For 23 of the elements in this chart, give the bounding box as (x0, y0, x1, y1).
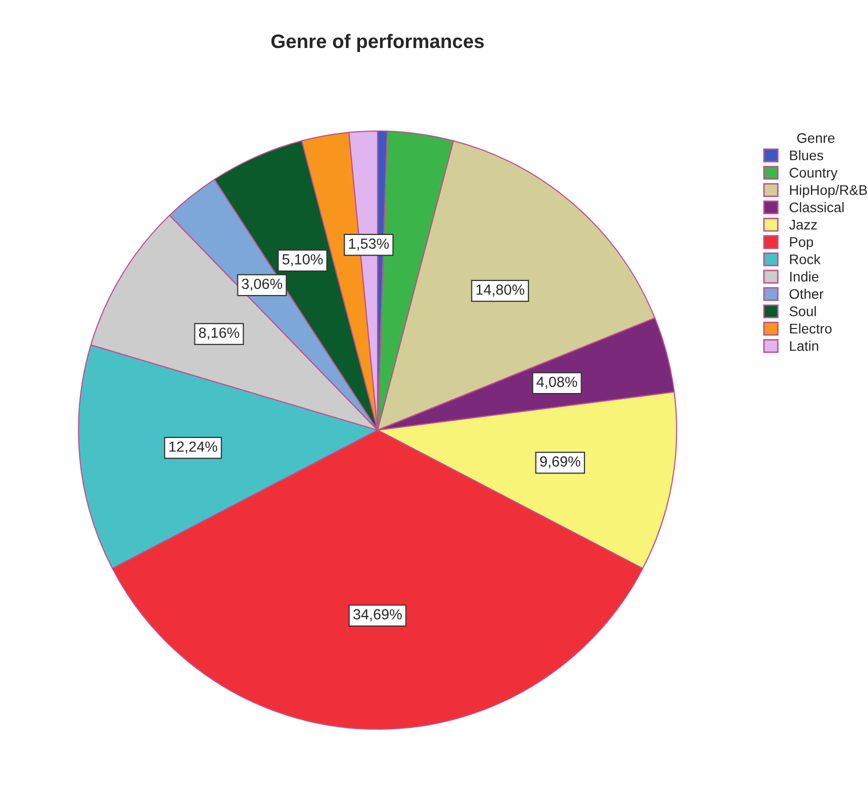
legend-label: Country (790, 168, 838, 180)
legend-label: Other (790, 288, 824, 299)
data-label: 9,69% (540, 456, 580, 468)
legend-label: Pop (790, 237, 814, 250)
legend-label: Soul (790, 306, 816, 316)
chart-title: Genre of performances (271, 34, 484, 52)
legend-label: Latin (790, 340, 818, 351)
data-label: 8,16% (198, 328, 240, 340)
legend-label: Blues (790, 150, 824, 160)
data-label: 5,10% (282, 254, 323, 266)
legend-label: Indie (790, 271, 818, 282)
legend-label: HipHop/R&B (790, 184, 867, 198)
legend-title: Genre (797, 133, 834, 143)
legend-label: Jazz (789, 220, 817, 230)
data-label: 34,69% (353, 609, 402, 622)
legend-label: Electro (790, 323, 832, 334)
legend-label: Classical (790, 202, 844, 212)
data-label: 14,80% (476, 284, 524, 297)
legend-label: Rock (790, 254, 821, 264)
data-label: 4,08% (536, 376, 578, 389)
data-label: 1,53% (349, 238, 389, 251)
data-label: 12,24% (169, 441, 218, 454)
data-label: 3,06% (242, 278, 282, 291)
